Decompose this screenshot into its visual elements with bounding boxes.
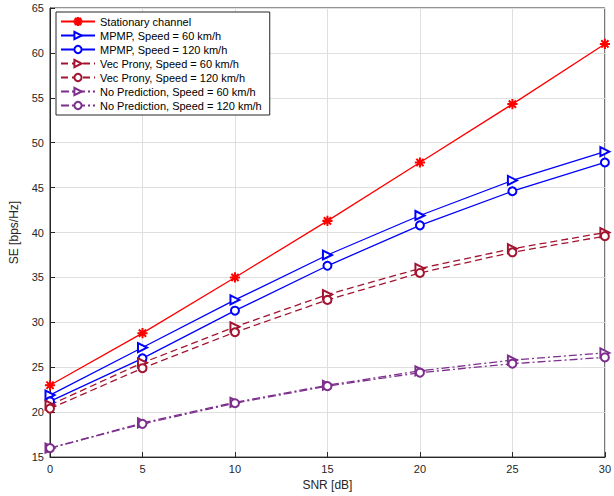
svg-text:10: 10 <box>229 463 241 475</box>
svg-text:0: 0 <box>47 463 53 475</box>
svg-text:45: 45 <box>32 182 44 194</box>
svg-text:60: 60 <box>32 47 44 59</box>
svg-text:30: 30 <box>599 463 611 475</box>
svg-text:30: 30 <box>32 316 44 328</box>
svg-text:35: 35 <box>32 271 44 283</box>
svg-text:50: 50 <box>32 137 44 149</box>
svg-text:20: 20 <box>414 463 426 475</box>
svg-text:55: 55 <box>32 92 44 104</box>
svg-text:No Prediction, Speed = 60 km/h: No Prediction, Speed = 60 km/h <box>100 86 256 98</box>
svg-text:MPMP, Speed = 60 km/h: MPMP, Speed = 60 km/h <box>100 30 221 42</box>
svg-text:20: 20 <box>32 406 44 418</box>
svg-text:SE [bps/Hz]: SE [bps/Hz] <box>7 201 21 264</box>
svg-text:MPMP, Speed = 120 km/h: MPMP, Speed = 120 km/h <box>100 44 227 56</box>
svg-text:65: 65 <box>32 2 44 14</box>
svg-text:25: 25 <box>32 361 44 373</box>
svg-text:15: 15 <box>32 451 44 463</box>
svg-text:25: 25 <box>506 463 518 475</box>
svg-text:SNR [dB]: SNR [dB] <box>302 478 352 492</box>
svg-text:15: 15 <box>321 463 333 475</box>
svg-text:Vec Prony, Speed = 120 km/h: Vec Prony, Speed = 120 km/h <box>100 72 245 84</box>
svg-text:No Prediction, Speed = 120 km/: No Prediction, Speed = 120 km/h <box>100 100 262 112</box>
svg-text:Vec Prony, Speed = 60 km/h: Vec Prony, Speed = 60 km/h <box>100 58 239 70</box>
svg-text:5: 5 <box>139 463 145 475</box>
svg-text:Stationary channel: Stationary channel <box>100 16 191 28</box>
svg-text:40: 40 <box>32 227 44 239</box>
